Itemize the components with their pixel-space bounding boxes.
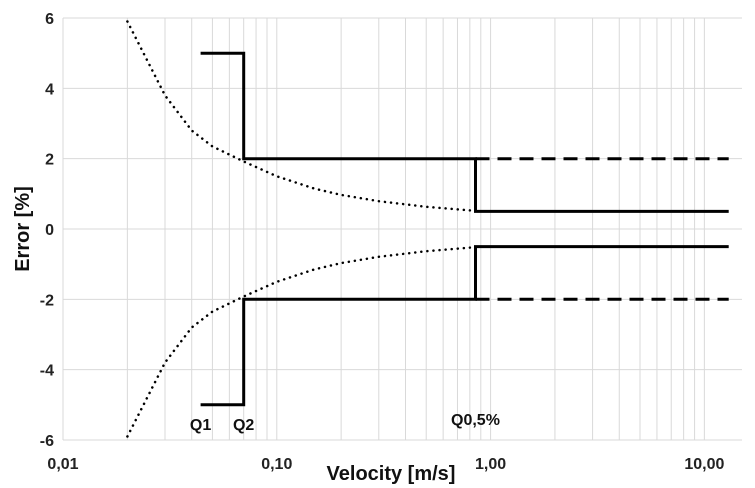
series-solid-1 [201,247,729,405]
y-tick-label: 4 [45,81,54,98]
y-tick-label: 0 [45,222,54,239]
tick-labels: 6 4 2 0 -2 -4 -6 0,01 0,10 1,00 10,00 [40,11,725,473]
annotation-label: Q0,5% [451,412,500,429]
grid [63,18,742,440]
annotations: Q1 Q2 Q0,5% [190,412,500,434]
y-tick-label: -6 [40,433,54,450]
y-tick-label: -4 [40,363,54,380]
series-dotted-4 [127,22,470,211]
x-tick-label: 10,00 [684,456,724,473]
y-tick-label: -2 [40,292,54,309]
x-tick-label: 0,10 [261,456,292,473]
x-tick-label: 1,00 [475,456,506,473]
y-tick-label: 6 [45,11,54,28]
y-axis-title: Error [%] [12,186,34,272]
x-tick-label: 0,01 [47,456,78,473]
x-axis-title: Velocity [m/s] [327,463,456,485]
series-dotted-5 [127,248,470,437]
annotation-label: Q1 [190,417,211,434]
series-solid-0 [201,53,729,211]
y-tick-label: 2 [45,152,54,169]
annotation-label: Q2 [233,417,254,434]
